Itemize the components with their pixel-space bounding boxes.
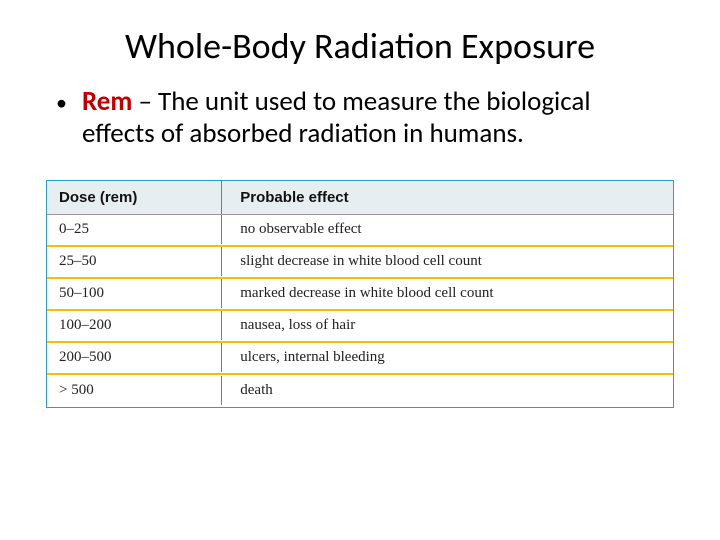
cell-dose: 200–500 xyxy=(47,343,222,372)
header-effect: Probable effect xyxy=(222,181,673,214)
slide: Whole-Body Radiation Exposure • Rem – Th… xyxy=(0,0,720,540)
definition-bullet: • Rem – The unit used to measure the bio… xyxy=(56,86,664,150)
header-dose: Dose (rem) xyxy=(47,181,222,214)
cell-dose: 50–100 xyxy=(47,279,222,308)
cell-dose: 100–200 xyxy=(47,311,222,340)
table-row: 100–200nausea, loss of hair xyxy=(47,311,673,343)
bullet-text: Rem – The unit used to measure the biolo… xyxy=(82,86,664,150)
table-row: 50–100marked decrease in white blood cel… xyxy=(47,279,673,311)
table-row: 200–500ulcers, internal bleeding xyxy=(47,343,673,375)
cell-effect: no observable effect xyxy=(222,215,673,244)
cell-effect: slight decrease in white blood cell coun… xyxy=(222,247,673,276)
table-row: 25–50slight decrease in white blood cell… xyxy=(47,247,673,279)
table-row: 0–25no observable effect xyxy=(47,215,673,247)
table-row: > 500death xyxy=(47,375,673,407)
cell-dose: 0–25 xyxy=(47,215,222,244)
cell-dose: > 500 xyxy=(47,376,222,405)
cell-effect: death xyxy=(222,376,673,405)
cell-dose: 25–50 xyxy=(47,247,222,276)
effects-table: Dose (rem) Probable effect 0–25no observ… xyxy=(46,180,674,408)
cell-effect: marked decrease in white blood cell coun… xyxy=(222,279,673,308)
definition-rest: – The unit used to measure the biologica… xyxy=(82,85,591,150)
slide-title: Whole-Body Radiation Exposure xyxy=(40,24,680,68)
term-rem: Rem xyxy=(82,85,132,118)
cell-effect: ulcers, internal bleeding xyxy=(222,343,673,372)
table-header-row: Dose (rem) Probable effect xyxy=(47,181,673,215)
bullet-dot: • xyxy=(56,86,82,150)
cell-effect: nausea, loss of hair xyxy=(222,311,673,340)
